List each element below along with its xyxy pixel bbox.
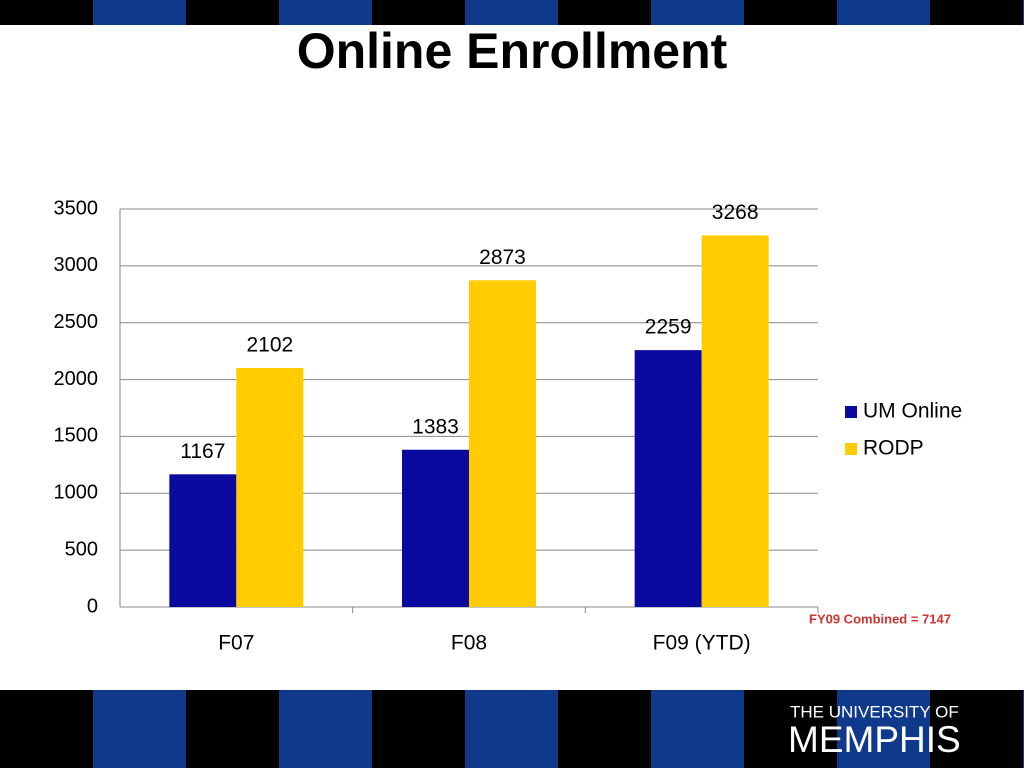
bottom-stripe — [372, 690, 465, 768]
bottom-stripe — [279, 690, 372, 768]
bottom-stripe — [0, 690, 93, 768]
top-stripe — [0, 0, 93, 25]
legend-label: UM Online — [863, 400, 962, 423]
bottom-stripe — [837, 690, 930, 768]
x-tick-label: F07 — [218, 632, 254, 655]
y-tick-label: 0 — [87, 595, 98, 617]
bar — [236, 367, 304, 607]
bottom-stripe — [558, 690, 651, 768]
legend-label: RODP — [863, 437, 924, 460]
top-stripe — [651, 0, 744, 25]
y-tick-label: 3500 — [54, 197, 99, 219]
y-tick-label: 2000 — [54, 368, 99, 390]
top-stripe — [930, 0, 1023, 25]
top-stripe — [372, 0, 465, 25]
bottom-stripe — [93, 690, 186, 768]
bar — [701, 235, 769, 607]
bar — [402, 449, 469, 607]
annotation: FY09 Combined = 7147 — [809, 611, 951, 626]
chart-title: Online Enrollment — [297, 23, 728, 79]
bar — [634, 350, 702, 607]
bottom-stripe — [465, 690, 558, 768]
data-label: 1167 — [180, 440, 225, 463]
data-label: 2102 — [246, 334, 293, 357]
top-stripe — [744, 0, 837, 25]
top-stripe — [465, 0, 558, 25]
bottom-stripe — [930, 690, 1023, 768]
top-stripe — [93, 0, 186, 25]
data-label: 2259 — [645, 316, 692, 339]
bar — [169, 474, 237, 607]
bottom-stripe — [744, 690, 837, 768]
y-tick-label: 3000 — [54, 254, 99, 276]
bottom-stripe — [651, 690, 744, 768]
top-stripe — [558, 0, 651, 25]
logo-line1: THE UNIVERSITY OF — [790, 702, 959, 721]
y-tick-label: 500 — [65, 538, 98, 560]
legend-swatch — [845, 406, 857, 418]
data-label: 1383 — [412, 415, 459, 438]
bottom-stripe — [186, 690, 279, 768]
top-stripe — [279, 0, 372, 25]
y-tick-label: 1000 — [54, 482, 99, 504]
y-tick-label: 1500 — [54, 425, 99, 447]
logo-line2: MEMPHIS — [788, 719, 961, 760]
legend-swatch — [845, 443, 857, 455]
bar — [469, 280, 536, 607]
y-tick-label: 2500 — [54, 311, 99, 333]
top-stripe — [837, 0, 930, 25]
data-label: 3268 — [712, 201, 759, 224]
x-tick-label: F09 (YTD) — [653, 632, 751, 655]
data-label: 2873 — [479, 246, 526, 269]
x-tick-label: F08 — [451, 632, 487, 655]
top-stripe — [186, 0, 279, 25]
